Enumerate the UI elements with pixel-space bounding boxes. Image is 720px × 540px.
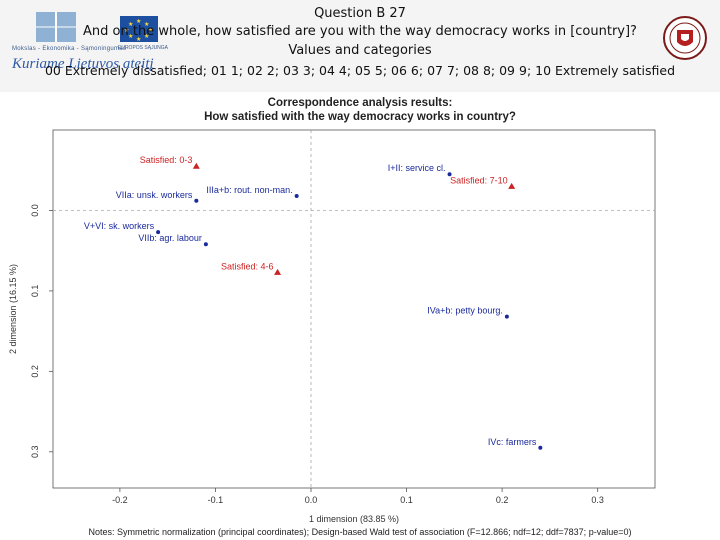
data-point-triangle <box>508 182 516 189</box>
y-tick-label: 0.3 <box>30 446 40 459</box>
x-tick-label: -0.1 <box>208 495 224 505</box>
logo-grid-icon <box>36 12 76 42</box>
x-tick-label: 0.0 <box>305 495 318 505</box>
logo-caption: Mokslas - Ekonomika - Sąmoningumas <box>12 46 127 52</box>
data-point-triangle <box>274 268 282 275</box>
data-point-dot <box>294 193 299 198</box>
eu-flag-icon: ★ ★ ★ ★ ★ ★ ★ ★ <box>120 16 158 43</box>
chart-subtitle: How satisfied with the way democracy wor… <box>204 111 516 123</box>
data-point-label: VIIa: unsk. workers <box>116 190 193 200</box>
data-point-label: V+VI: sk. workers <box>84 221 155 231</box>
university-seal-icon <box>663 16 707 60</box>
question-text: And on the whole, how satisfied are you … <box>83 24 637 39</box>
chart-notes: Notes: Symmetric normalization (principa… <box>88 527 632 537</box>
y-axis-label: 2 dimension (16.15 %) <box>8 264 18 354</box>
question-number: Question B 27 <box>314 6 406 21</box>
eu-caption: EUROPOS SĄJUNGA <box>118 45 169 51</box>
logo-slogan: Kuriame Lietuvos ateitį <box>12 56 154 72</box>
slide-header: Mokslas - Ekonomika - Sąmoningumas Kuria… <box>0 0 720 92</box>
project-logo: Mokslas - Ekonomika - Sąmoningumas Kuria… <box>6 6 166 80</box>
y-tick-label: 0.0 <box>30 204 40 217</box>
y-tick-label: 0.1 <box>30 285 40 298</box>
data-point-label: IIIa+b: rout. non-man. <box>206 185 292 195</box>
question-categories: 00 Extremely dissatisfied; 01 1; 02 2; 0… <box>44 63 676 78</box>
data-point-dot <box>194 198 199 203</box>
chart-title: Correspondence analysis results: <box>267 97 453 109</box>
data-point-dot <box>447 172 452 177</box>
data-point-label: VIIb: agr. labour <box>138 233 202 243</box>
data-point-label: IVa+b: petty bourg. <box>427 306 503 316</box>
x-tick-label: 0.3 <box>591 495 604 505</box>
question-subheading: Values and categories <box>288 43 432 58</box>
x-axis-label: 1 dimension (83.85 %) <box>309 514 399 524</box>
data-point-label: IVc: farmers <box>488 437 537 447</box>
x-tick-label: 0.1 <box>400 495 413 505</box>
data-point-label: Satisfied: 0-3 <box>140 155 193 165</box>
data-point-dot <box>504 314 509 319</box>
data-point-label: Satisfied: 7-10 <box>450 175 508 185</box>
data-point-label: Satisfied: 4-6 <box>221 261 274 271</box>
data-point-dot <box>203 242 208 247</box>
data-point-dot <box>156 230 161 235</box>
plot-frame <box>52 129 656 489</box>
data-point-dot <box>538 445 543 450</box>
y-tick-label: 0.2 <box>30 365 40 378</box>
data-point-triangle <box>192 162 200 169</box>
x-tick-label: 0.2 <box>496 495 509 505</box>
data-point-label: I+II: service cl. <box>388 163 446 173</box>
x-tick-label: -0.2 <box>112 495 128 505</box>
